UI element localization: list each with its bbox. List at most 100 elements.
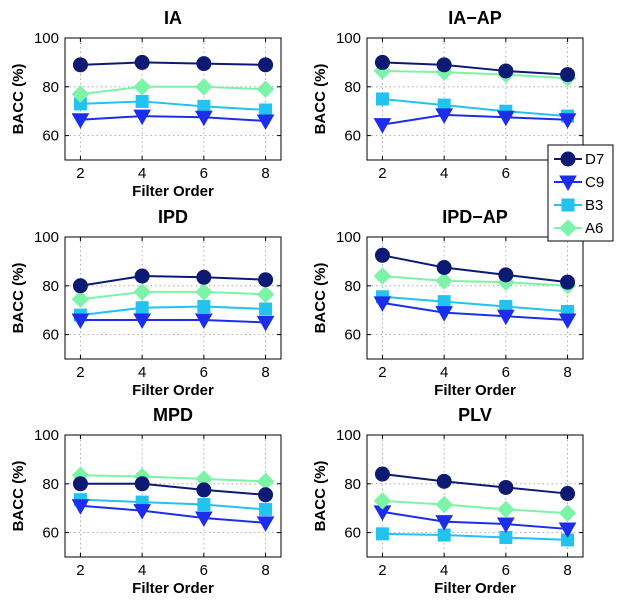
y-tick-label: 60: [344, 327, 361, 344]
data-point-C9: [496, 110, 515, 127]
data-point-C9: [71, 313, 90, 329]
subplot-title: IA−AP: [448, 8, 502, 28]
legend-marker-D7: [560, 151, 576, 167]
axes-box: [366, 434, 584, 558]
subplot-title: IPD−AP: [442, 207, 508, 227]
series-line-C9: [382, 301, 568, 321]
x-tick-label: 6: [200, 364, 208, 381]
x-tick-label: 8: [563, 562, 571, 579]
series-line-B3: [382, 295, 568, 313]
y-tick-label: 60: [344, 128, 361, 145]
data-point-A6: [133, 78, 151, 96]
data-point-A6: [71, 290, 90, 308]
data-point-A6: [373, 492, 392, 510]
data-point-A6: [373, 267, 392, 285]
data-point-D7: [560, 486, 576, 502]
data-point-D7: [560, 67, 576, 83]
data-point-C9: [373, 118, 392, 134]
subplot-3: 2 4 6 8 60 80 100 IPD Filter Order BACC (%): [10, 207, 282, 399]
y-tick-label: 80: [344, 79, 361, 96]
x-tick-label: 8: [261, 165, 269, 182]
data-point-A6: [133, 283, 151, 301]
data-point-D7: [374, 466, 390, 482]
data-point-A6: [558, 504, 577, 522]
x-tick-label: 6: [502, 165, 510, 182]
subplot-5: 2 4 6 8 60 80 100 MPD Filter Order BACC (%): [10, 405, 282, 597]
series-line-B3: [80, 100, 266, 111]
series-line-B3: [80, 498, 266, 511]
series-line-C9: [382, 113, 568, 126]
data-point-C9: [133, 109, 152, 126]
legend-label-C9: C9: [585, 174, 604, 191]
y-tick-label: 60: [42, 327, 59, 344]
data-point-C9: [435, 108, 454, 124]
data-point-C9: [194, 511, 213, 527]
x-axis-label: Filter Order: [434, 580, 516, 597]
data-point-C9: [194, 313, 213, 329]
data-point-A6: [256, 285, 275, 304]
data-point-A6: [435, 495, 453, 514]
x-tick-label: 6: [502, 364, 510, 381]
axes-box: [64, 434, 282, 558]
data-point-B3: [197, 99, 211, 113]
data-point-D7: [436, 57, 452, 73]
x-axis-label: Filter Order: [132, 580, 214, 597]
data-point-C9: [435, 306, 454, 322]
legend-marker-B3: [561, 198, 575, 212]
x-tick-label: 4: [440, 364, 448, 381]
subplot-6: 2 4 6 8 60 80 100 PLV Filter Order BACC (%): [312, 405, 584, 597]
data-point-D7: [134, 268, 150, 284]
series-line-B3: [382, 532, 568, 541]
x-tick-label: 6: [502, 562, 510, 579]
data-point-C9: [496, 309, 515, 326]
x-tick-label: 2: [378, 165, 386, 182]
series-line-A6: [80, 290, 266, 301]
x-axis-label: Filter Order: [132, 382, 214, 399]
legend-label-D7: D7: [585, 151, 604, 168]
data-point-C9: [558, 313, 577, 329]
x-tick-label: 4: [138, 165, 146, 182]
data-point-D7: [72, 278, 88, 294]
data-point-D7: [436, 260, 452, 275]
y-tick-label: 60: [42, 128, 59, 145]
data-point-C9: [256, 315, 275, 332]
series-line-B3: [382, 98, 568, 118]
data-point-D7: [196, 482, 212, 498]
y-axis-label: BACC (%): [312, 64, 329, 135]
data-point-C9: [194, 110, 213, 127]
data-point-B3: [437, 295, 451, 309]
legend-marker-C9: [559, 175, 577, 192]
data-point-C9: [133, 313, 152, 329]
data-point-D7: [134, 476, 150, 492]
subplot-title: IA: [164, 8, 182, 28]
series-line-B3: [80, 305, 266, 317]
x-axis-label: Filter Order: [434, 382, 516, 399]
x-tick-label: 8: [261, 562, 269, 579]
y-tick-label: 100: [336, 427, 361, 444]
subplot-title: PLV: [458, 405, 492, 425]
x-tick-label: 6: [200, 165, 208, 182]
x-tick-label: 2: [76, 165, 84, 182]
data-point-D7: [498, 267, 514, 283]
series-line-A6: [80, 85, 266, 96]
data-point-A6: [195, 283, 213, 301]
x-tick-label: 4: [138, 562, 146, 579]
axes-box: [366, 37, 584, 161]
series-line-D7: [382, 473, 568, 495]
data-point-B3: [499, 530, 513, 544]
x-tick-label: 4: [440, 562, 448, 579]
legend-marker-A6: [559, 219, 577, 237]
data-point-B3: [437, 528, 451, 542]
y-axis-label: BACC (%): [10, 64, 27, 135]
series-line-C9: [80, 115, 266, 122]
data-point-D7: [196, 56, 212, 72]
legend-box: [547, 144, 614, 242]
y-tick-label: 80: [344, 278, 361, 295]
subplot-1: 2 4 6 8 60 80 100 IA Filter Order BACC (%): [10, 8, 282, 200]
data-point-A6: [256, 472, 275, 491]
y-axis-label: BACC (%): [312, 263, 329, 334]
series-line-A6: [382, 69, 568, 80]
data-point-C9: [133, 504, 152, 520]
